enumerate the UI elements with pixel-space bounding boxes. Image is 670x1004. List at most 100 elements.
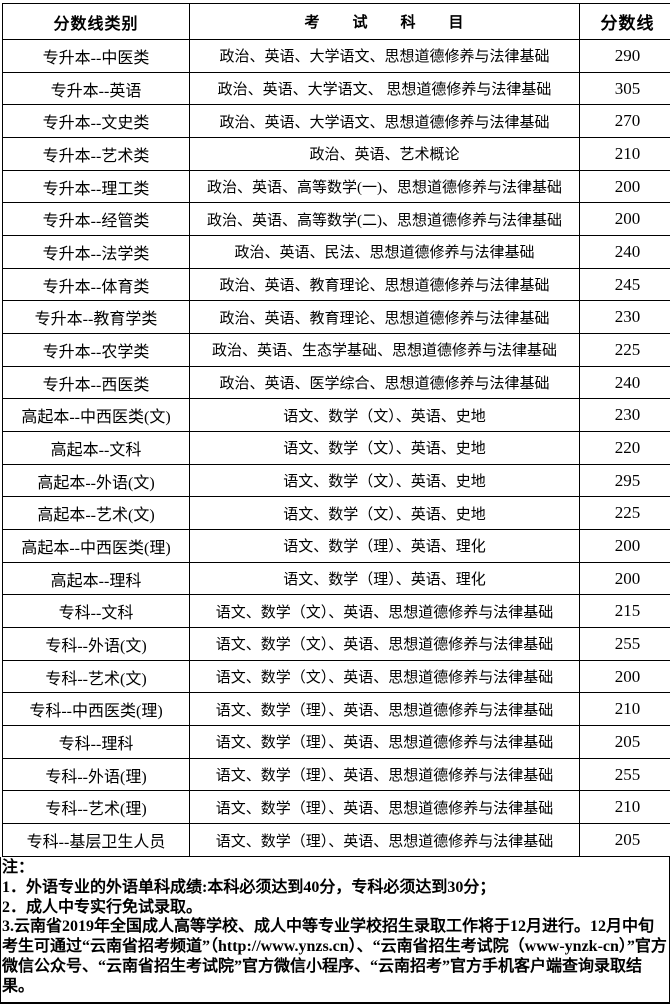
category-cell: 专科--基层卫生人员 (2, 823, 190, 857)
category-cell: 专升本--英语 (2, 71, 190, 106)
table-row: 专升本--经管类 政治、英语、高等数学(二)、思想道德修养与法律基础 200 (2, 202, 670, 237)
subjects-cell: 政治、英语、教育理论、思想道德修养与法律基础 (189, 267, 580, 302)
score-line-table: 分数线类别 考 试 科 目 分数线 专升本--中医类 政治、英语、大学语文、思想道… (2, 3, 670, 857)
note-item-2: 2．成人中专实行免试录取。 (2, 898, 203, 916)
subjects-cell: 语文、数学（理）、英语、理化 (189, 529, 580, 563)
note-item-3: 3.云南省2019年全国成人高等学校、成人中等专业学校招生录取工作将于12月进行… (2, 918, 667, 995)
category-cell: 高起本--理科 (2, 561, 190, 596)
category-cell: 专科--文科 (2, 594, 190, 629)
table-row: 专科--外语(理) 语文、数学（理）、英语、思想道德修养与法律基础 255 (2, 757, 670, 792)
score-cell: 240 (579, 235, 670, 269)
notes-section: 注： 1．外语专业的外语单科成绩:本科必须达到40分，专科必须达到30分； 2．… (0, 857, 670, 1004)
category-cell: 高起本--中西医类(文) (2, 398, 190, 433)
table-row: 专升本--教育学类 政治、英语、教育理论、思想道德修养与法律基础 230 (2, 300, 670, 335)
category-cell: 专升本--西医类 (2, 365, 190, 400)
subjects-cell: 语文、数学（文）、英语、史地 (189, 463, 580, 498)
category-cell: 专科--中西医类(理) (2, 692, 190, 727)
table-row: 高起本--理科 语文、数学（理）、英语、理化 200 (2, 561, 670, 596)
score-cell: 210 (579, 790, 670, 825)
score-cell: 225 (579, 333, 670, 367)
category-cell: 专升本--农学类 (2, 333, 190, 367)
score-cell: 270 (579, 104, 670, 139)
score-cell: 305 (579, 71, 670, 106)
score-cell: 210 (579, 137, 670, 171)
category-cell: 专科--外语(文) (2, 627, 190, 661)
score-cell: 255 (579, 757, 670, 792)
category-cell: 高起本--艺术(文) (2, 496, 190, 531)
category-cell: 专升本--艺术类 (2, 137, 190, 171)
subjects-cell: 政治、英语、高等数学(二)、思想道德修养与法律基础 (189, 202, 580, 237)
col-header-category: 分数线类别 (2, 3, 190, 40)
score-cell: 200 (579, 169, 670, 204)
table-row: 专升本--文史类 政治、英语、大学语文、思想道德修养与法律基础 270 (2, 104, 670, 139)
score-cell: 200 (579, 659, 670, 694)
col-header-score: 分数线 (579, 3, 670, 40)
category-cell: 专升本--体育类 (2, 267, 190, 302)
table-row: 专科--基层卫生人员 语文、数学（理）、英语、思想道德修养与法律基础 205 (2, 823, 670, 857)
table-row: 专科--理科 语文、数学（理）、英语、思想道德修养与法律基础 205 (2, 725, 670, 759)
table-row: 专科--中西医类(理) 语文、数学（理）、英语、思想道德修养与法律基础 210 (2, 692, 670, 727)
score-cell: 240 (579, 365, 670, 400)
category-cell: 专升本--经管类 (2, 202, 190, 237)
table-body: 专升本--中医类 政治、英语、大学语文、思想道德修养与法律基础 290 专升本--英语… (2, 39, 670, 857)
table-row: 专科--艺术(文) 语文、数学（文）、英语、思想道德修养与法律基础 200 (2, 659, 670, 694)
subjects-cell: 语文、数学（理）、英语、思想道德修养与法律基础 (189, 692, 580, 727)
score-cell: 295 (579, 463, 670, 498)
subjects-cell: 语文、数学（文）、英语、思想道德修养与法律基础 (189, 659, 580, 694)
table-row: 专升本--农学类 政治、英语、生态学基础、思想道德修养与法律基础 225 (2, 333, 670, 367)
subjects-cell: 语文、数学（文）、英语、史地 (189, 431, 580, 465)
table-row: 专升本--理工类 政治、英语、高等数学(一)、思想道德修养与法律基础 200 (2, 169, 670, 204)
table-row: 高起本--中西医类(文) 语文、数学（文）、英语、史地 230 (2, 398, 670, 433)
score-cell: 290 (579, 39, 670, 73)
table-row: 专升本--法学类 政治、英语、民法、思想道德修养与法律基础 240 (2, 235, 670, 269)
subjects-cell: 政治、英语、大学语文、 思想道德修养与法律基础 (189, 71, 580, 106)
score-cell: 200 (579, 561, 670, 596)
table-row: 高起本--外语(文) 语文、数学（文）、英语、史地 295 (2, 463, 670, 498)
col-header-subjects: 考 试 科 目 (189, 3, 580, 40)
table-row: 专升本--体育类 政治、英语、教育理论、思想道德修养与法律基础 245 (2, 267, 670, 302)
subjects-cell: 语文、数学（理）、英语、思想道德修养与法律基础 (189, 823, 580, 857)
subjects-cell: 政治、英语、教育理论、思想道德修养与法律基础 (189, 300, 580, 335)
category-cell: 专科--艺术(文) (2, 659, 190, 694)
score-cell: 200 (579, 529, 670, 563)
subjects-cell: 政治、英语、医学综合、思想道德修养与法律基础 (189, 365, 580, 400)
category-cell: 专科--理科 (2, 725, 190, 759)
score-cell: 205 (579, 725, 670, 759)
table-row: 专科--艺术(理) 语文、数学（理）、英语、思想道德修养与法律基础 210 (2, 790, 670, 825)
table-row: 专科--文科 语文、数学（文）、英语、思想道德修养与法律基础 215 (2, 594, 670, 629)
subjects-cell: 政治、英语、大学语文、思想道德修养与法律基础 (189, 104, 580, 139)
table-row: 专升本--艺术类 政治、英语、艺术概论 210 (2, 137, 670, 171)
subjects-cell: 语文、数学（文）、英语、史地 (189, 398, 580, 433)
score-cell: 255 (579, 627, 670, 661)
score-cell: 205 (579, 823, 670, 857)
subjects-cell: 语文、数学（文）、英语、思想道德修养与法律基础 (189, 594, 580, 629)
category-cell: 高起本--中西医类(理) (2, 529, 190, 563)
category-cell: 专升本--教育学类 (2, 300, 190, 335)
score-cell: 225 (579, 496, 670, 531)
score-cell: 215 (579, 594, 670, 629)
score-cell: 230 (579, 300, 670, 335)
header-row: 分数线类别 考 试 科 目 分数线 (2, 3, 670, 40)
subjects-cell: 语文、数学（文）、英语、思想道德修养与法律基础 (189, 627, 580, 661)
notes-title: 注： (2, 859, 35, 876)
score-cell: 200 (579, 202, 670, 237)
category-cell: 专升本--中医类 (2, 39, 190, 73)
table-row: 专科--外语(文) 语文、数学（文）、英语、思想道德修养与法律基础 255 (2, 627, 670, 661)
table-row: 专升本--英语 政治、英语、大学语文、 思想道德修养与法律基础 305 (2, 71, 670, 106)
subjects-cell: 语文、数学（理）、英语、思想道德修养与法律基础 (189, 790, 580, 825)
table-row: 专升本--中医类 政治、英语、大学语文、思想道德修养与法律基础 290 (2, 39, 670, 73)
subjects-cell: 政治、英语、民法、思想道德修养与法律基础 (189, 235, 580, 269)
category-cell: 专升本--理工类 (2, 169, 190, 204)
category-cell: 专升本--法学类 (2, 235, 190, 269)
score-cell: 220 (579, 431, 670, 465)
subjects-cell: 语文、数学（理）、英语、思想道德修养与法律基础 (189, 757, 580, 792)
subjects-cell: 语文、数学（理）、英语、思想道德修养与法律基础 (189, 725, 580, 759)
category-cell: 专升本--文史类 (2, 104, 190, 139)
table-row: 高起本--艺术(文) 语文、数学（文）、英语、史地 225 (2, 496, 670, 531)
table-row: 高起本--文科 语文、数学（文）、英语、史地 220 (2, 431, 670, 465)
table-header: 分数线类别 考 试 科 目 分数线 (2, 3, 670, 40)
score-cell: 210 (579, 692, 670, 727)
category-cell: 专科--艺术(理) (2, 790, 190, 825)
subjects-cell: 政治、英语、高等数学(一)、思想道德修养与法律基础 (189, 169, 580, 204)
